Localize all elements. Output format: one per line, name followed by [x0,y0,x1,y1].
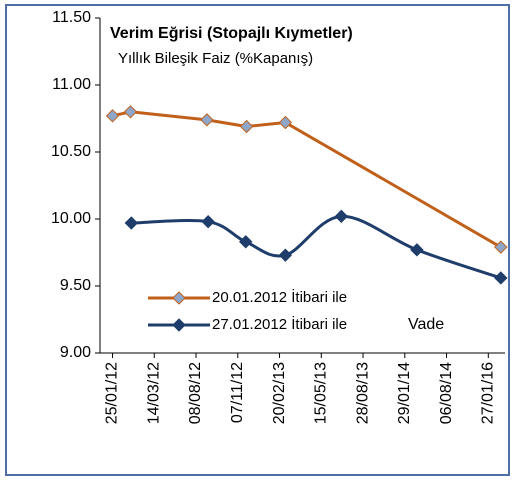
point-marker [239,119,254,134]
point-marker [494,240,508,254]
x-tick-label: 27/01/16 [480,362,497,424]
x-tick-label: 07/11/12 [229,362,246,423]
x-tick-label: 08/08/12 [187,362,204,424]
y-tick-label: 10.00 [51,210,91,227]
x-axis-label: Vade [408,316,444,333]
point-marker [124,216,139,230]
legend-label: 27.01.2012 İtibari ile [212,315,347,333]
chart-subtitle: Yıllık Bileşik Faiz (%Kapanış) [118,50,313,67]
y-tick-label: 11.50 [52,9,91,26]
x-tick-label: 20/02/13 [271,362,288,424]
x-tick-label: 29/01/14 [396,362,413,424]
x-tick-label: 25/01/12 [104,362,121,424]
y-tick-label: 9.50 [60,277,91,294]
point-marker [239,235,253,249]
point-marker [494,271,508,285]
point-marker [200,113,214,127]
y-tick-label: 9.00 [60,344,91,361]
point-marker [123,105,138,119]
legend-marker [172,291,186,305]
y-tick-label: 11.00 [52,76,91,93]
x-tick-label: 28/08/13 [354,362,371,424]
point-marker [278,115,293,130]
point-marker [278,248,293,262]
legend-marker [172,318,186,332]
chart-frame [5,4,510,476]
legend-label: 20.01.2012 İtibari ile [212,288,347,306]
point-marker [334,209,349,224]
point-marker [410,243,424,257]
point-marker [201,214,215,229]
point-marker [105,109,120,123]
chart-title: Verim Eğrisi (Stopajlı Kıymetler) [110,25,353,42]
x-tick-label: 15/05/13 [313,362,330,424]
y-tick-label: 10.50 [51,143,91,160]
x-tick-label: 14/03/12 [145,362,162,424]
x-tick-label: 06/08/14 [438,362,455,424]
